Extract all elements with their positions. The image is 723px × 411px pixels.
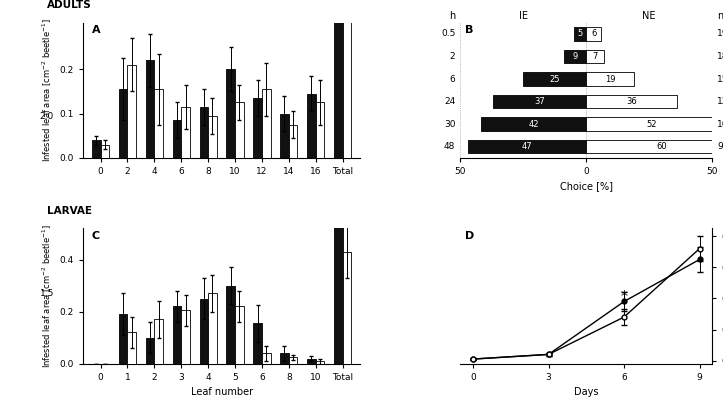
Bar [307, 358, 316, 364]
Text: 108: 108 [717, 120, 723, 129]
Bar [343, 252, 351, 364]
Text: A: A [91, 25, 100, 35]
Bar [288, 357, 297, 364]
Text: 52: 52 [646, 120, 657, 129]
Bar [493, 95, 586, 109]
Text: NE: NE [643, 12, 656, 21]
Text: LARVAE: LARVAE [47, 206, 92, 216]
Text: n.c.: n.c. [717, 12, 723, 21]
Bar [288, 125, 297, 158]
Y-axis label: Infested leaf area [cm$^{-2}$ beetle$^{-1}$]: Infested leaf area [cm$^{-2}$ beetle$^{-… [41, 18, 54, 162]
Bar [586, 27, 602, 41]
Text: 5: 5 [578, 29, 583, 38]
Text: 187: 187 [717, 52, 723, 61]
Bar [564, 50, 586, 63]
Text: 95: 95 [717, 142, 723, 151]
Bar [119, 89, 127, 158]
Bar [146, 60, 155, 158]
Bar [468, 140, 586, 153]
Bar [316, 102, 325, 158]
Text: 6: 6 [591, 29, 596, 38]
Text: 129: 129 [717, 97, 723, 106]
Text: 2.0: 2.0 [40, 112, 54, 121]
Bar [523, 72, 586, 86]
Bar [127, 332, 136, 364]
Text: ADULTS: ADULTS [47, 0, 92, 10]
Text: 9: 9 [573, 52, 578, 61]
Bar [307, 94, 316, 158]
Bar [586, 50, 604, 63]
Text: 30: 30 [444, 120, 455, 129]
Text: B: B [466, 25, 474, 35]
Bar [208, 116, 217, 158]
Bar [200, 299, 208, 364]
Bar [316, 361, 325, 364]
Text: 2: 2 [450, 52, 455, 61]
Bar [226, 69, 235, 158]
Text: D: D [466, 231, 475, 241]
Text: 60: 60 [656, 142, 667, 151]
Text: 36: 36 [626, 97, 637, 106]
Text: 37: 37 [534, 97, 545, 106]
Text: 25: 25 [549, 74, 560, 83]
Text: 0.5: 0.5 [441, 29, 455, 38]
Bar [586, 140, 723, 153]
Bar [127, 65, 136, 158]
Text: 42: 42 [529, 120, 539, 129]
X-axis label: Days: Days [574, 387, 599, 397]
Text: 19: 19 [605, 74, 615, 83]
Bar [226, 286, 235, 364]
Bar [181, 107, 190, 158]
Bar [208, 293, 217, 364]
Bar [481, 118, 586, 131]
Bar [281, 113, 288, 158]
Bar [253, 323, 262, 364]
Text: 159: 159 [717, 74, 723, 83]
Text: 48: 48 [444, 142, 455, 151]
Text: 192: 192 [717, 29, 723, 38]
Bar [343, 0, 351, 158]
Bar [155, 319, 163, 364]
Bar [586, 95, 677, 109]
Text: IE: IE [519, 12, 528, 21]
Bar [119, 314, 127, 364]
Bar [574, 27, 586, 41]
Bar [235, 102, 244, 158]
Y-axis label: Infested leaf area [cm$^{-2}$ beetle$^{-1}$]: Infested leaf area [cm$^{-2}$ beetle$^{-… [41, 224, 54, 368]
Bar [155, 89, 163, 158]
X-axis label: Leaf number: Leaf number [191, 387, 252, 397]
Bar [235, 307, 244, 364]
Text: *: * [620, 289, 628, 303]
Bar [262, 89, 270, 158]
Text: 24: 24 [444, 97, 455, 106]
Bar [92, 140, 100, 158]
Bar [334, 0, 343, 158]
Bar [586, 72, 634, 86]
Text: 1.5: 1.5 [40, 289, 54, 298]
Bar [334, 25, 343, 364]
Text: 6: 6 [450, 74, 455, 83]
Text: C: C [91, 231, 100, 241]
Bar [586, 118, 717, 131]
Bar [100, 145, 109, 158]
Bar [146, 338, 155, 364]
Text: h: h [449, 12, 455, 21]
Bar [181, 310, 190, 364]
Bar [281, 353, 288, 364]
Bar [253, 98, 262, 158]
Text: 47: 47 [522, 142, 532, 151]
X-axis label: Choice [%]: Choice [%] [560, 182, 613, 192]
Bar [173, 120, 181, 158]
Bar [200, 107, 208, 158]
Text: 7: 7 [592, 52, 598, 61]
Bar [262, 353, 270, 364]
Bar [173, 307, 181, 364]
